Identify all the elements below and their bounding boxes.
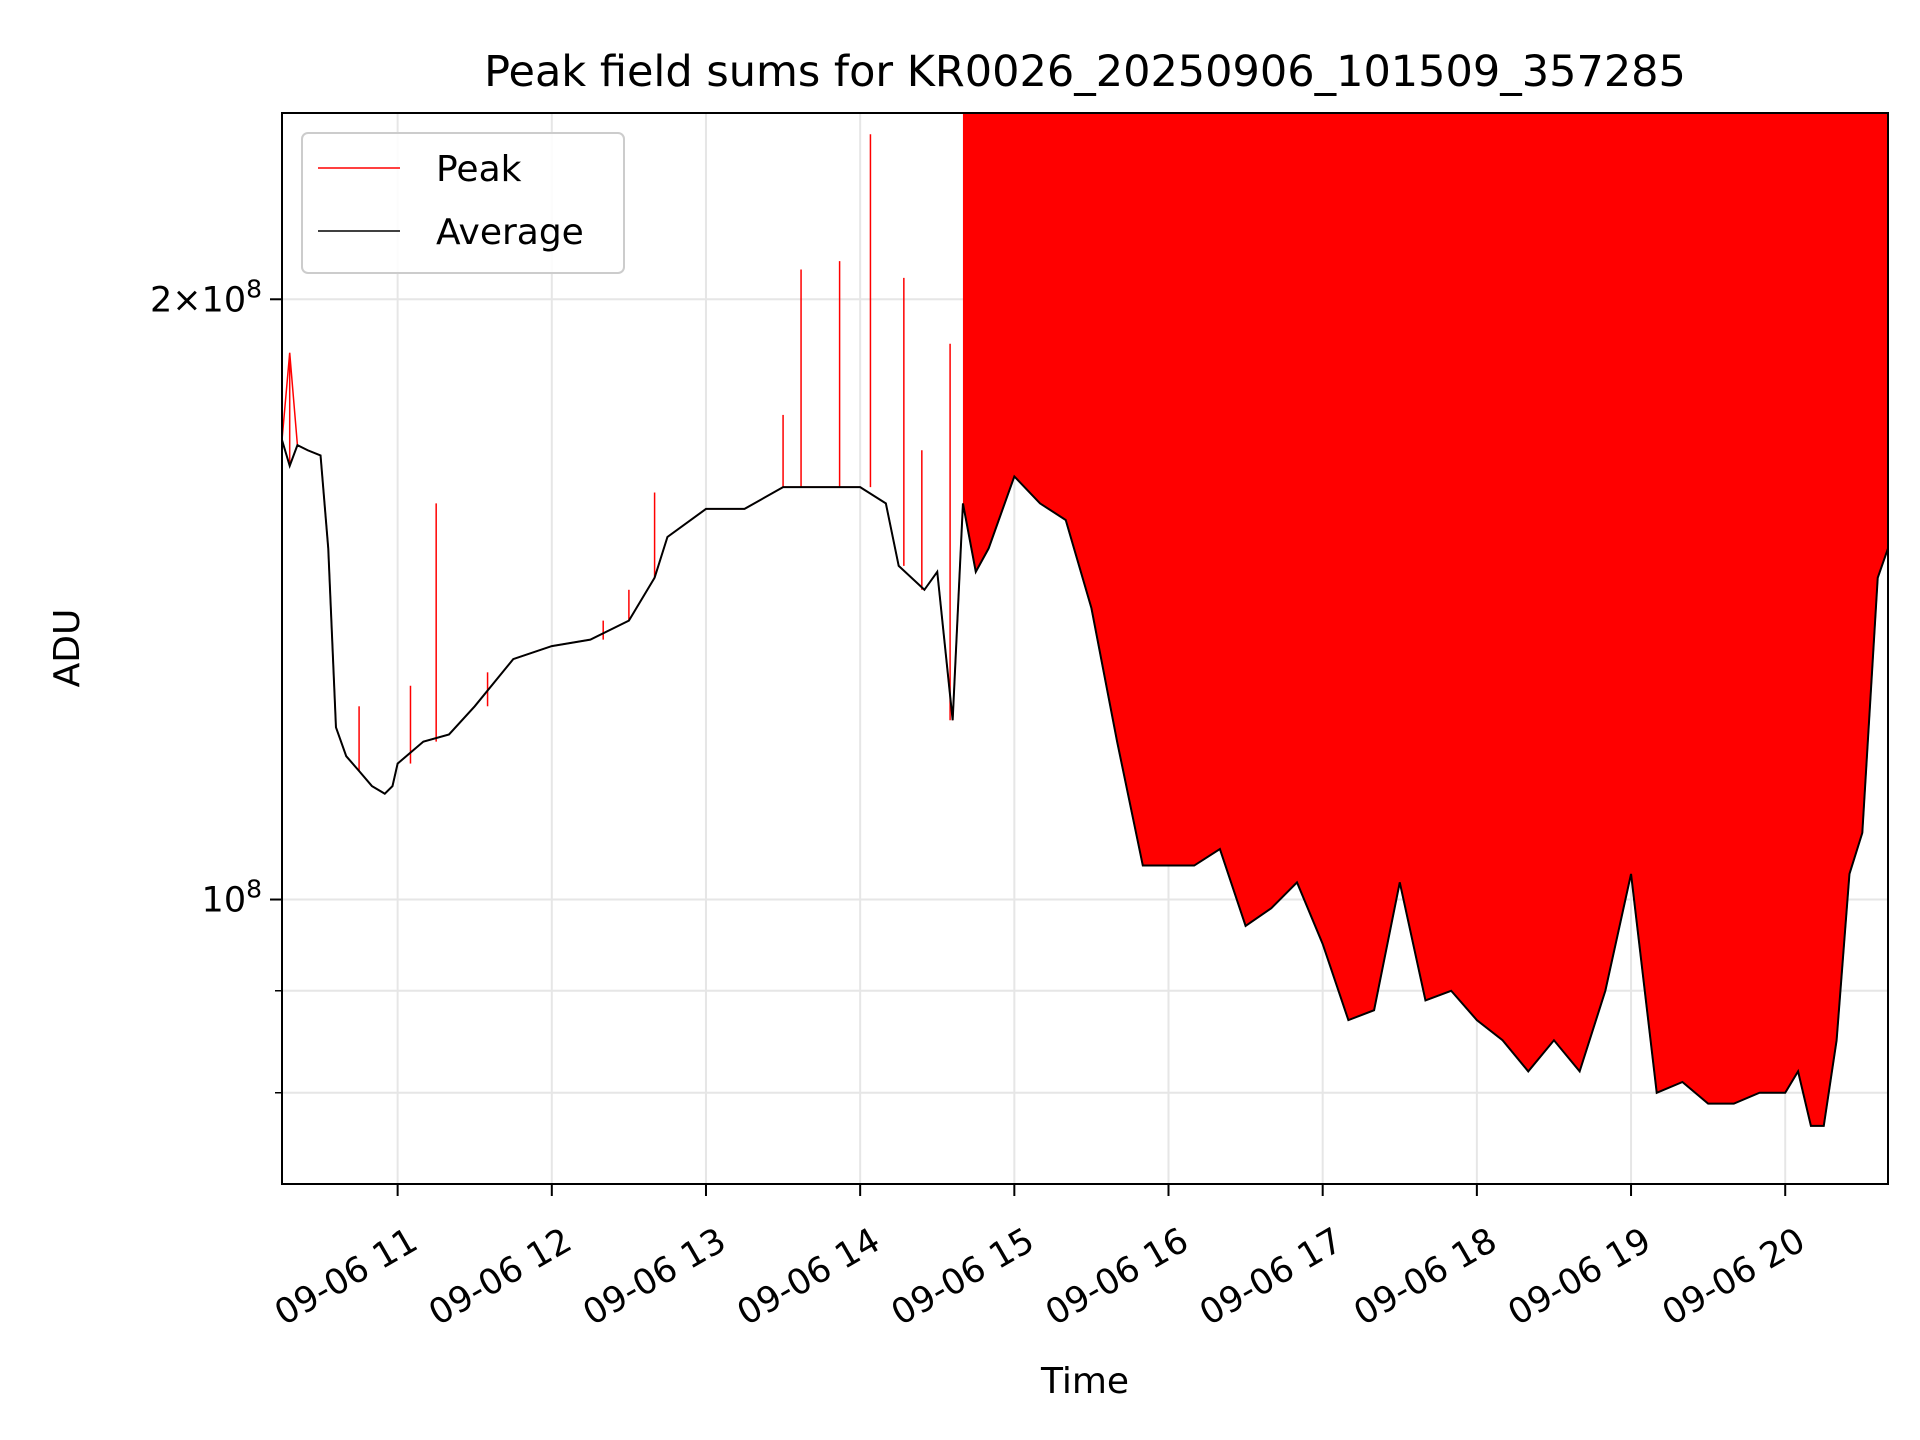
legend: Peak Average <box>301 132 625 274</box>
y-axis-label: ADU <box>47 609 88 688</box>
average-series-line <box>282 439 1888 1127</box>
axes-frame <box>281 112 1889 1185</box>
chart-title: Peak field sums for KR0026_20250906_1015… <box>484 47 1686 97</box>
legend-label-peak: Peak <box>436 149 522 190</box>
plot-area <box>282 113 1888 1127</box>
x-axis-label: Time <box>1040 1361 1129 1402</box>
y-tick-label: 108 <box>202 875 262 921</box>
y-axis-ticks: 108 2×108 <box>150 274 282 1094</box>
peak-series-band <box>962 113 1888 1126</box>
y-tick-label: 2×108 <box>150 274 262 320</box>
legend-label-average: Average <box>436 212 584 253</box>
